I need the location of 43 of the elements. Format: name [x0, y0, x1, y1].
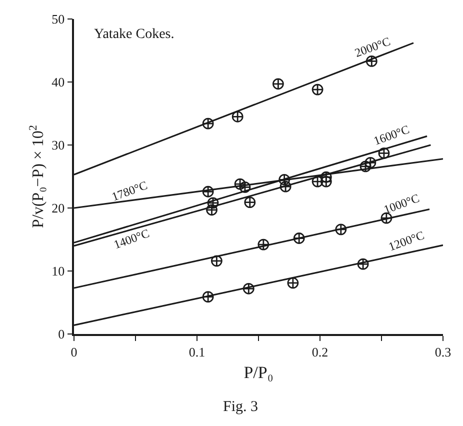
point	[202, 118, 214, 130]
point	[242, 282, 254, 294]
point	[272, 78, 284, 90]
text: 1200°C	[386, 228, 426, 254]
x-tick-label: 0.1	[188, 344, 206, 360]
point	[287, 277, 299, 289]
point	[312, 176, 324, 188]
text: 1780°C	[110, 178, 150, 204]
text: 1400°C	[112, 226, 152, 252]
y-tick-label: 10	[52, 264, 65, 279]
point	[280, 180, 292, 192]
x-axis-title: P/P₀	[244, 363, 274, 382]
point	[234, 178, 246, 190]
y-tick-label: 30	[52, 138, 65, 153]
point	[207, 197, 219, 209]
point	[357, 258, 369, 270]
point	[244, 196, 256, 208]
y-tick-label: 40	[52, 74, 65, 90]
point	[232, 110, 244, 122]
point	[202, 291, 214, 303]
annotation: Yatake Cokes.	[94, 27, 174, 42]
point	[278, 174, 290, 186]
x-tick-label: 0.2	[312, 344, 328, 360]
point	[380, 212, 392, 224]
x-tick-label: 0	[70, 344, 78, 360]
y-tick-label: 20	[52, 200, 65, 216]
caption: Fig. 3	[223, 399, 258, 415]
point	[312, 84, 324, 96]
y-tick-label: 50	[52, 12, 65, 27]
point	[239, 182, 251, 193]
text: 1000°C	[382, 190, 422, 217]
point	[210, 255, 222, 267]
text: 1600°C	[372, 122, 412, 148]
point	[202, 186, 214, 198]
y-tick-label: 0	[58, 326, 65, 342]
point	[258, 238, 270, 250]
point	[335, 224, 347, 236]
point	[320, 176, 332, 188]
point	[293, 232, 305, 244]
point	[206, 204, 218, 216]
text: 2000°C	[352, 34, 392, 60]
x-tick-label: 0.3	[434, 344, 452, 360]
point	[378, 147, 390, 159]
